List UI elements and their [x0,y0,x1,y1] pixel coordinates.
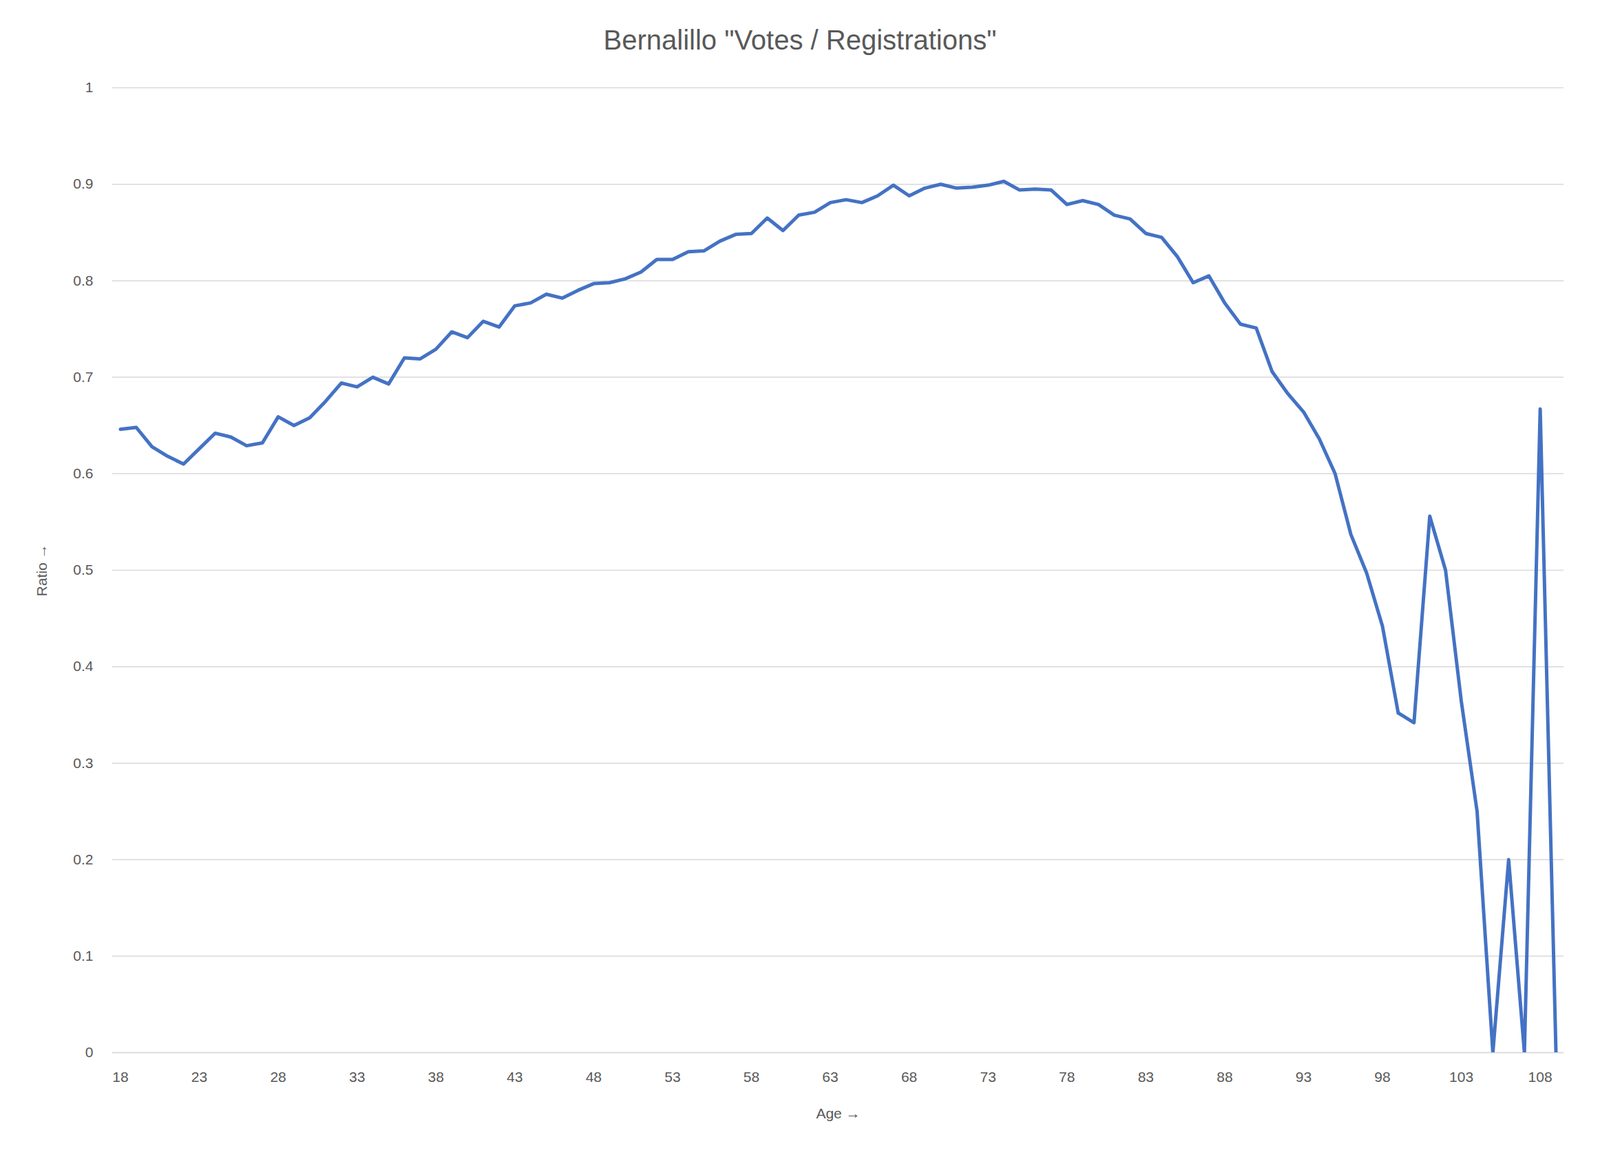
svg-text:0.4: 0.4 [72,658,94,675]
svg-text:78: 78 [1058,1069,1075,1086]
svg-text:108: 108 [1528,1069,1553,1086]
svg-text:48: 48 [585,1069,602,1086]
svg-text:0.2: 0.2 [72,851,93,868]
svg-text:0.7: 0.7 [72,369,93,385]
svg-text:73: 73 [979,1069,996,1086]
svg-text:28: 28 [269,1069,286,1086]
svg-text:0.8: 0.8 [72,272,93,289]
html-text:Bernalillo "Votes / Registrati: Bernalillo "Votes / Registrations" [603,24,997,56]
svg-text:0.9: 0.9 [72,175,93,192]
svg-text:58: 58 [743,1069,760,1086]
svg-text:88: 88 [1216,1069,1233,1086]
svg-text:Ratio →: Ratio → [33,544,50,597]
svg-text:103: 103 [1449,1069,1474,1086]
svg-text:38: 38 [428,1069,445,1086]
svg-text:0.1: 0.1 [72,948,93,964]
svg-text:98: 98 [1374,1069,1391,1086]
svg-text:53: 53 [664,1069,681,1086]
svg-text:83: 83 [1138,1069,1154,1086]
svg-text:23: 23 [191,1069,208,1086]
svg-text:18: 18 [112,1069,129,1086]
svg-text:0.6: 0.6 [72,465,93,482]
svg-text:43: 43 [506,1069,523,1086]
svg-text:0.3: 0.3 [72,755,93,772]
svg-text:1: 1 [85,79,94,96]
svg-text:63: 63 [822,1069,838,1086]
svg-text:0: 0 [85,1044,94,1061]
svg-text:68: 68 [901,1069,918,1086]
svg-text:Age →: Age → [815,1105,860,1122]
svg-text:0.5: 0.5 [72,561,93,578]
svg-text:93: 93 [1295,1069,1312,1086]
svg-text:33: 33 [349,1069,365,1086]
